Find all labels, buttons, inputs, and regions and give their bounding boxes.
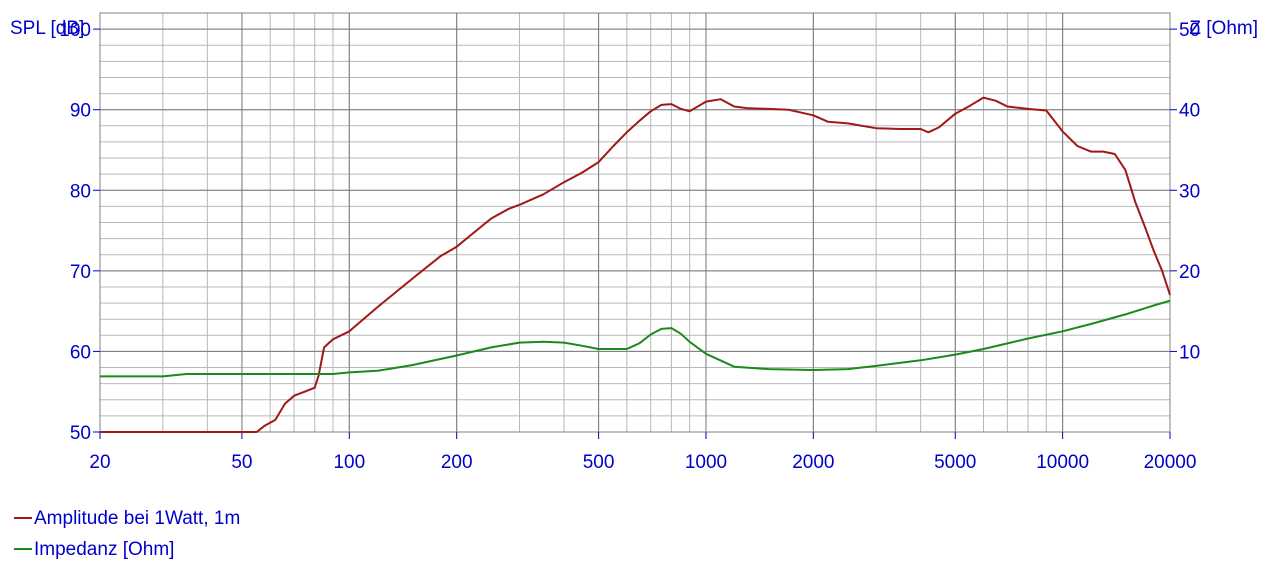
legend-label-impedance: Impedanz [Ohm]	[34, 539, 174, 560]
right-tick-label: 30	[1179, 181, 1200, 202]
left-tick-label: 90	[70, 101, 91, 122]
legend: Amplitude bei 1Watt, 1m Impedanz [Ohm]	[14, 508, 240, 560]
legend-label-spl: Amplitude bei 1Watt, 1m	[34, 508, 240, 529]
impedance-series-line	[100, 299, 1171, 378]
x-tick-label: 200	[441, 452, 473, 473]
left-tick-label: 60	[70, 342, 91, 363]
x-tick-label: 10000	[1036, 452, 1089, 473]
left-tick-label: 100	[59, 20, 91, 41]
x-tick-label: 50	[231, 452, 252, 473]
plot-frame	[99, 12, 1171, 433]
left-tick-label: 80	[70, 181, 91, 202]
left-tick-label: 50	[70, 423, 91, 444]
right-axis-ticks: 10 20 30 40 50	[1170, 20, 1200, 363]
left-tick-label: 70	[70, 262, 91, 283]
x-tick-label: 20000	[1144, 452, 1197, 473]
left-axis-ticks: 50 60 70 80 90 100	[59, 20, 100, 444]
x-tick-label: 1000	[685, 452, 727, 473]
x-tick-label: 20	[89, 452, 110, 473]
spl-series-line	[100, 96, 1171, 433]
right-tick-label: 40	[1179, 101, 1200, 122]
x-axis-ticks: 20 50 100 200 500 1000 2000 5000 10000 20000	[89, 432, 1196, 473]
x-tick-label: 2000	[792, 452, 834, 473]
right-tick-label: 50	[1179, 20, 1200, 41]
minor-grid	[99, 12, 1171, 433]
right-tick-label: 10	[1179, 342, 1200, 363]
right-axis-title: Z [Ohm]	[1189, 18, 1258, 39]
left-axis-title: SPL [dB]	[10, 18, 84, 39]
x-tick-label: 500	[583, 452, 615, 473]
x-tick-label: 100	[333, 452, 365, 473]
x-tick-label: 5000	[934, 452, 976, 473]
series-lines	[100, 96, 1171, 433]
right-tick-label: 20	[1179, 262, 1200, 283]
